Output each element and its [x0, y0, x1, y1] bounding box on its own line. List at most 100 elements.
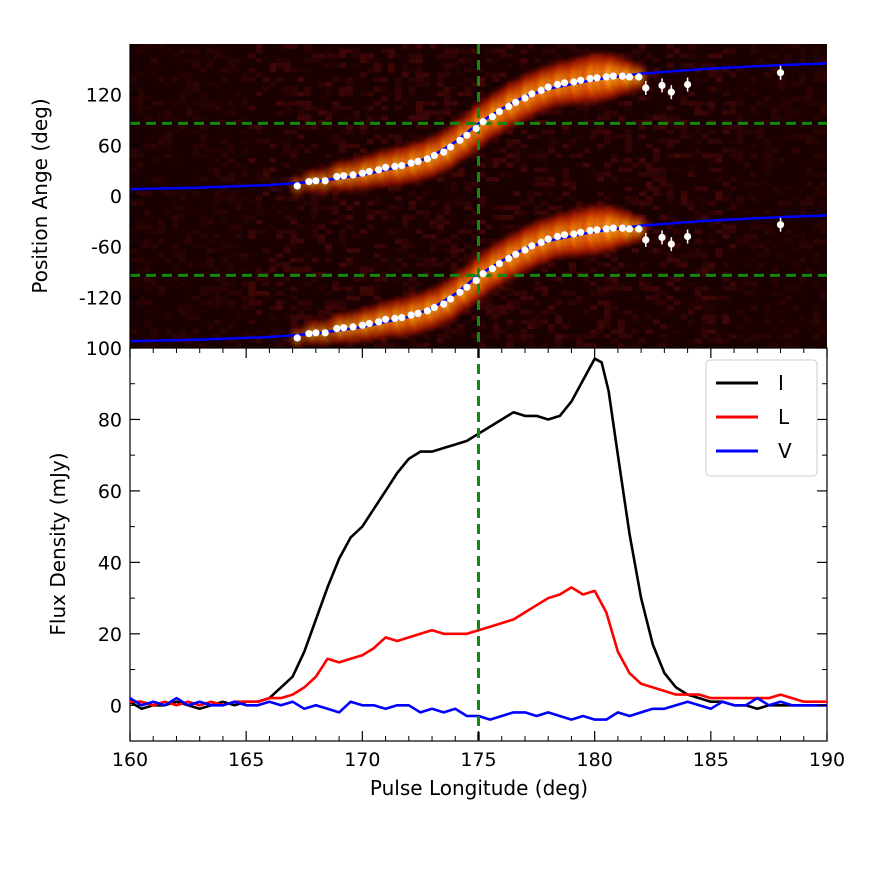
heatmap-cell	[555, 314, 563, 320]
heatmap-cell	[694, 305, 702, 310]
heatmap-cell	[785, 110, 793, 116]
heatmap-cell	[680, 96, 688, 101]
heatmap-cell	[478, 305, 486, 310]
heatmap-cell	[429, 272, 437, 277]
heatmap-cell	[792, 68, 799, 73]
heatmap-cell	[339, 300, 347, 306]
heatmap-cell	[485, 162, 493, 168]
heatmap-cell	[729, 177, 737, 182]
heatmap-cell	[652, 115, 660, 120]
heatmap-cell	[659, 310, 667, 315]
heatmap-cell	[150, 158, 158, 163]
heatmap-cell	[283, 44, 291, 49]
heatmap-cell	[729, 281, 737, 287]
heatmap-cell	[178, 215, 186, 220]
heatmap-cell	[262, 129, 270, 135]
heatmap-cell	[311, 53, 319, 59]
heatmap-cell	[631, 343, 639, 348]
heatmap-cell	[652, 153, 660, 158]
heatmap-cell	[764, 210, 772, 215]
heatmap-cell	[485, 224, 493, 230]
heatmap-cell	[213, 200, 221, 206]
heatmap-cell	[701, 63, 709, 68]
heatmap-cell	[499, 315, 506, 320]
heatmap-cell	[220, 262, 228, 268]
flux-x-tick-label: 185	[693, 749, 729, 771]
heatmap-cell	[722, 181, 730, 187]
heatmap-cell	[499, 44, 507, 49]
heatmap-cell	[387, 215, 395, 220]
heatmap-cell	[750, 248, 758, 253]
heatmap-cell	[388, 239, 395, 244]
heatmap-cell	[478, 200, 486, 206]
heatmap-cell	[527, 314, 535, 320]
heatmap-cell	[373, 115, 381, 120]
legend-label-V: V	[778, 439, 792, 463]
pa-point	[398, 314, 406, 322]
heatmap-cell	[520, 291, 528, 296]
heatmap-cell	[813, 101, 821, 106]
heatmap-cell	[624, 139, 632, 144]
heatmap-cell	[304, 224, 312, 230]
heatmap-cell	[478, 343, 486, 348]
heatmap-cell	[638, 134, 646, 139]
heatmap-cell	[722, 63, 730, 68]
heatmap-cell	[555, 196, 563, 201]
heatmap-cell	[262, 229, 270, 234]
heatmap-cell	[548, 310, 556, 315]
heatmap-cell	[652, 167, 660, 173]
heatmap-cell	[506, 162, 514, 168]
heatmap-cell	[193, 234, 200, 239]
pa-point	[528, 90, 536, 98]
heatmap-cell	[192, 129, 200, 135]
heatmap-cell	[820, 153, 827, 158]
heatmap-cell	[750, 82, 758, 87]
heatmap-cell	[193, 210, 200, 215]
heatmap-cell	[617, 333, 625, 339]
heatmap-cell	[785, 186, 793, 192]
pa-point	[305, 330, 313, 338]
heatmap-cell	[785, 329, 793, 334]
heatmap-cell	[562, 329, 569, 334]
heatmap-cell	[548, 338, 556, 344]
heatmap-cell	[283, 91, 291, 97]
heatmap-cell	[722, 124, 730, 130]
heatmap-cell	[506, 139, 514, 144]
heatmap-cell	[353, 110, 361, 116]
heatmap-cell	[227, 243, 235, 249]
heatmap-cell	[799, 296, 806, 301]
heatmap-cell	[241, 219, 249, 225]
heatmap-cell	[290, 111, 297, 116]
heatmap-cell	[590, 257, 597, 263]
heatmap-cell	[799, 172, 807, 177]
heatmap-cell	[276, 139, 284, 144]
heatmap-cell	[764, 143, 772, 149]
heatmap-cell	[569, 186, 577, 192]
heatmap-cell	[645, 143, 653, 149]
heatmap-cell	[569, 282, 576, 287]
heatmap-cell	[715, 333, 723, 339]
heatmap-cell	[799, 186, 807, 192]
heatmap-cell	[778, 182, 785, 187]
heatmap-cell	[178, 96, 186, 101]
pa-point	[537, 238, 545, 246]
heatmap-cell	[353, 53, 361, 59]
heatmap-cell	[666, 295, 674, 301]
heatmap-cell	[471, 82, 479, 87]
heatmap-cell	[513, 329, 521, 334]
heatmap-cell	[694, 129, 702, 135]
heatmap-cell	[610, 286, 618, 291]
heatmap-cell	[771, 82, 778, 87]
heatmap-cell	[617, 167, 625, 173]
heatmap-cell	[157, 224, 165, 230]
heatmap-cell	[632, 158, 639, 163]
heatmap-cell	[569, 267, 577, 272]
heatmap-cell	[136, 191, 144, 196]
heatmap-cell	[408, 115, 416, 120]
heatmap-cell	[409, 96, 416, 101]
heatmap-cell	[304, 215, 311, 220]
heatmap-cell	[624, 148, 632, 154]
heatmap-cell	[750, 333, 758, 339]
heatmap-cell	[548, 305, 556, 310]
heatmap-cell	[387, 67, 395, 73]
